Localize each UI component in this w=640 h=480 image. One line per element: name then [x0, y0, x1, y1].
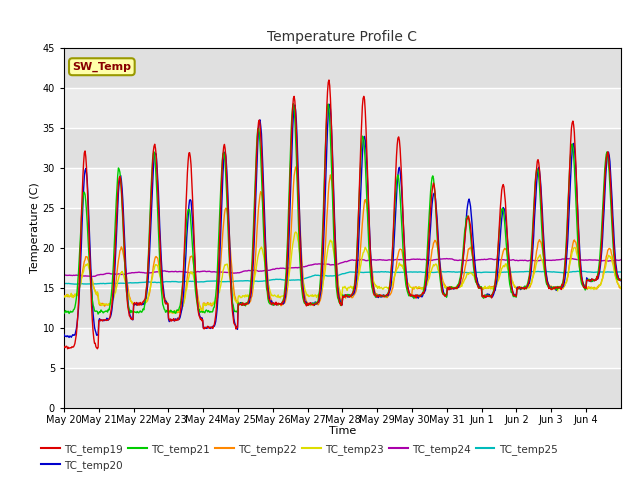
Legend: TC_temp19, TC_temp20, TC_temp21, TC_temp22, TC_temp23, TC_temp24, TC_temp25: TC_temp19, TC_temp20, TC_temp21, TC_temp… [37, 439, 561, 475]
Bar [64, 168, 621, 208]
Y-axis label: Temperature (C): Temperature (C) [29, 182, 40, 274]
Bar [64, 208, 621, 248]
Bar [64, 48, 621, 88]
Text: SW_Temp: SW_Temp [72, 61, 131, 72]
Bar [64, 248, 621, 288]
Bar [64, 128, 621, 168]
Bar [64, 88, 621, 128]
Bar [64, 368, 621, 408]
Title: Temperature Profile C: Temperature Profile C [268, 30, 417, 44]
Bar [64, 288, 621, 328]
Bar [64, 328, 621, 368]
X-axis label: Time: Time [329, 426, 356, 436]
